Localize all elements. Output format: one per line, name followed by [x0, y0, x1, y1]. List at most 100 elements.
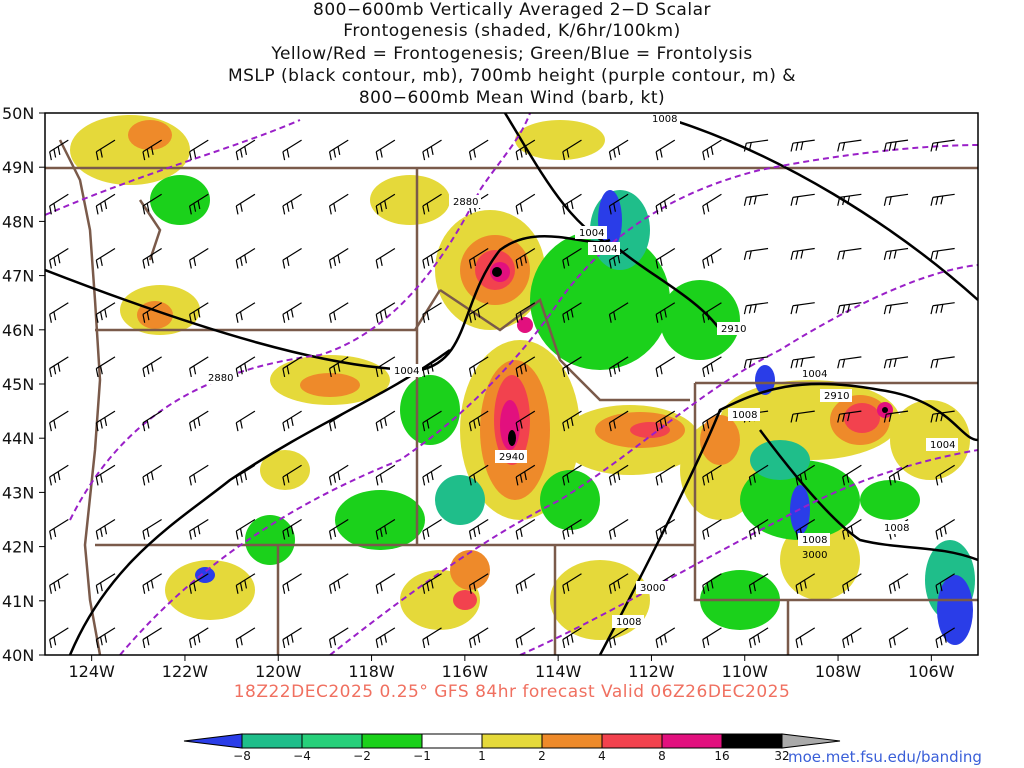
svg-text:3000: 3000	[640, 583, 665, 594]
wind-barb	[328, 356, 349, 378]
wind-barb	[375, 627, 396, 649]
wind-barb	[468, 627, 489, 649]
svg-text:2880: 2880	[453, 197, 478, 208]
wind-barb	[515, 139, 536, 161]
wind-barb	[790, 139, 815, 152]
wind-barb	[608, 518, 629, 540]
wind-barb	[422, 302, 442, 323]
wind-barb	[608, 302, 629, 323]
wind-barb	[608, 464, 629, 486]
wind-barb	[562, 627, 582, 649]
wind-barb	[702, 464, 722, 486]
wind-barbs	[49, 139, 955, 649]
wind-barb	[189, 410, 209, 432]
longitude-axis: 124W 122W 120W 118W 116W 114W 112W 110W 108W 106W	[68, 655, 955, 681]
svg-text:2910: 2910	[824, 391, 849, 402]
wind-barb	[95, 464, 116, 486]
wind-barb	[743, 247, 769, 261]
wind-barb	[235, 139, 256, 161]
puget-sound	[138, 199, 162, 261]
wind-barb	[608, 627, 629, 649]
wind-barb	[935, 627, 955, 649]
svg-text:1004: 1004	[394, 366, 419, 377]
title-line-3: Yellow/Red = Frontogenesis; Green/Blue =…	[271, 44, 753, 64]
lat-tick-label: 45N	[2, 375, 34, 394]
lon-tick-label: 122W	[162, 662, 209, 681]
lat-tick-label: 49N	[2, 158, 34, 177]
wind-barb	[655, 193, 676, 215]
wind-barb	[328, 627, 349, 649]
svg-text:3000: 3000	[802, 550, 827, 561]
wind-barb	[608, 193, 629, 215]
mslp-label: 1004	[798, 367, 830, 380]
hgt-2910	[119, 144, 978, 655]
wind-barb	[235, 247, 256, 269]
lat-tick-label: 50N	[2, 104, 34, 123]
wind-barb	[142, 139, 162, 161]
lon-tick-label: 112W	[628, 662, 675, 681]
wind-barb	[468, 410, 489, 432]
wind-barb	[935, 573, 955, 594]
contour-labels: 1004 1004 1004 1004 1008 1008 1008 1008 …	[204, 112, 958, 628]
lon-tick-label: 116W	[442, 662, 489, 681]
wind-barb	[282, 139, 302, 161]
svg-text:1004: 1004	[802, 369, 827, 380]
wind-barb	[790, 302, 815, 315]
wind-barb	[468, 247, 489, 269]
wind-barb	[142, 247, 162, 269]
wind-barb	[235, 410, 256, 432]
wind-barb	[95, 302, 116, 323]
wind-barb	[930, 356, 955, 369]
wind-barb	[935, 464, 955, 486]
wind-barb	[790, 410, 815, 423]
political-borders	[45, 139, 978, 655]
wind-barb	[142, 573, 162, 594]
wind-barb	[515, 627, 536, 649]
credit-link[interactable]: moe.met.fsu.edu/banding	[788, 748, 982, 766]
wind-barb	[930, 410, 955, 423]
lat-tick-label: 41N	[2, 592, 34, 611]
wind-barb	[235, 573, 256, 594]
wind-barb	[562, 247, 582, 269]
wind-barb	[49, 464, 69, 486]
border-id-mt	[439, 288, 690, 402]
wind-barb	[515, 356, 536, 378]
lat-tick-label: 48N	[2, 212, 34, 231]
wind-barb	[883, 302, 909, 315]
wind-barb	[282, 302, 302, 323]
wind-barb	[930, 139, 955, 152]
hgt-2850	[45, 119, 301, 216]
wind-barb	[935, 518, 955, 540]
wind-barb	[608, 573, 629, 594]
wind-barb	[375, 573, 396, 594]
wind-barb	[888, 627, 909, 649]
wind-barb	[515, 410, 536, 432]
lon-tick-label: 120W	[255, 662, 302, 681]
wind-barb	[189, 302, 209, 323]
wind-barb	[655, 464, 676, 486]
wind-barb	[930, 302, 955, 315]
wind-barb	[375, 410, 396, 432]
wind-barb	[702, 518, 722, 540]
wind-barb	[49, 139, 69, 161]
wind-barb	[142, 518, 162, 540]
wind-barb	[842, 464, 862, 486]
wind-barb	[837, 247, 862, 261]
wind-barb	[748, 518, 769, 540]
wind-barb	[655, 627, 676, 649]
wind-barb	[95, 627, 116, 649]
wind-barb	[282, 410, 302, 432]
wind-barb	[422, 247, 442, 269]
wind-barb	[883, 193, 909, 206]
wind-barb	[282, 247, 302, 269]
wind-barb	[375, 302, 396, 323]
wind-barb	[328, 302, 349, 323]
wind-barb	[743, 356, 769, 369]
border-or-wa	[95, 289, 442, 332]
wind-barb	[328, 464, 349, 486]
mslp-label: 1004	[926, 438, 958, 451]
lon-tick-label: 118W	[348, 662, 395, 681]
wind-barb	[282, 356, 302, 378]
wind-barb	[515, 302, 536, 323]
